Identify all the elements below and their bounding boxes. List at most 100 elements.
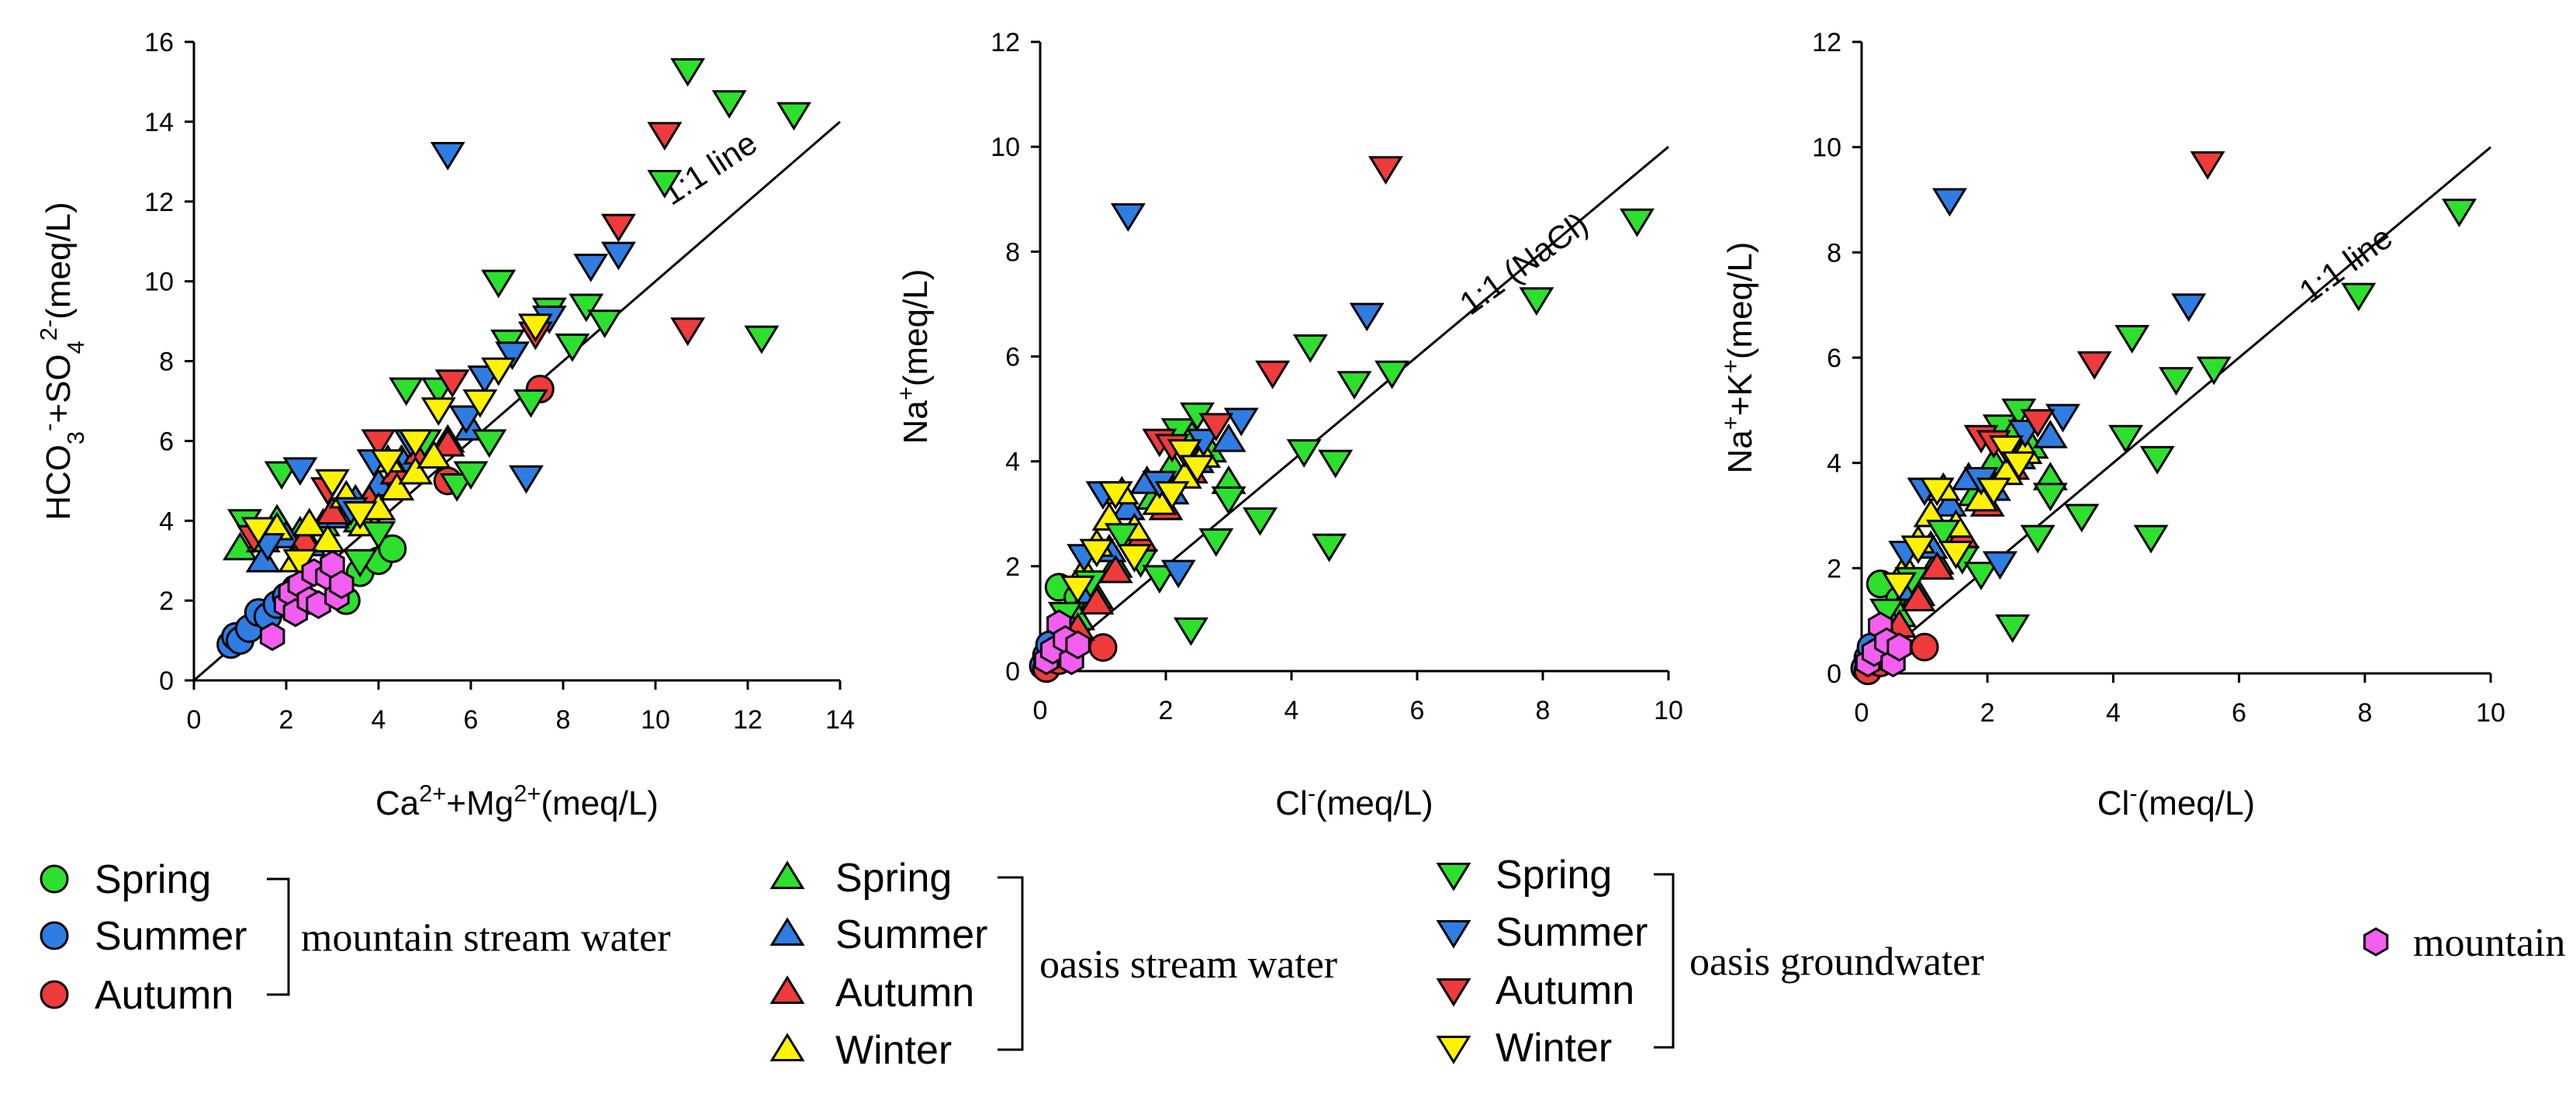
point-oasis-stream-water-winter: [310, 524, 345, 552]
x-tick-label: 6: [2232, 698, 2246, 728]
point-oasis-groundwater-spring: [1336, 371, 1372, 400]
axis-title-part: Cl: [1275, 784, 1308, 822]
point-oasis-groundwater-winter: [342, 501, 378, 530]
x-axis-title: Ca2++Mg2+(meq/L): [375, 780, 659, 823]
axis-title-part: -: [1308, 780, 1316, 807]
x-tick-label: 4: [2106, 698, 2121, 728]
point-oasis-groundwater-autumn: [647, 122, 683, 151]
point-oasis-stream-water-summer: [2032, 420, 2068, 448]
legend-label-spring: Spring: [95, 857, 211, 902]
x-tick-label: 2: [1159, 696, 1174, 725]
point-oasis-groundwater-autumn: [1255, 360, 1291, 389]
y-axis-title: Na+(meq/L): [892, 269, 935, 445]
reference-line-label: 1:1 line: [2292, 219, 2398, 310]
legend-marker-spring: [1436, 863, 1471, 891]
point-oasis-groundwater-spring: [1869, 598, 1904, 628]
point-oasis-groundwater-spring: [1925, 519, 1961, 548]
point-oasis-groundwater-spring: [2133, 524, 2169, 554]
point-oasis-stream-water-autumn: [430, 427, 465, 457]
x-tick-label: 8: [1536, 696, 1551, 725]
point-oasis-groundwater-spring: [439, 473, 475, 502]
point-oasis-groundwater-winter: [517, 313, 553, 342]
legend-marker-autumn: [769, 975, 805, 1004]
point-oasis-stream-water-winter: [398, 455, 434, 485]
y-tick-label: 8: [159, 348, 174, 377]
axis-title-part: 2+: [513, 780, 541, 807]
chart-panel-1: 0 2 4 6 8 10 12 140246810121416Ca2++Mg2+(meq/L)…: [35, 28, 855, 822]
point-oasis-groundwater-spring: [1620, 208, 1655, 237]
point-oasis-groundwater-summer: [1932, 188, 1967, 217]
point-oasis-groundwater-autumn: [2020, 409, 2056, 438]
point-oasis-groundwater-spring: [472, 429, 507, 459]
axis-title-part: -: [35, 424, 62, 431]
point-oasis-groundwater-spring: [711, 90, 747, 119]
point-oasis-groundwater-spring: [513, 389, 548, 418]
x-tick-label: 12: [733, 705, 762, 735]
y-tick-label: 6: [1827, 344, 1841, 373]
point-oasis-groundwater-autumn: [670, 317, 706, 347]
x-tick-label: 14: [825, 705, 855, 735]
point-oasis-stream-water-autumn: [1900, 583, 1936, 611]
point-oasis-groundwater-spring: [2032, 483, 2068, 512]
point-oasis-groundwater-spring: [1318, 449, 1354, 479]
legend-group-oasis-stream-water: Spring Summer Autumn Winter oasis stream wat…: [769, 856, 1337, 1073]
x-tick-label: 8: [556, 705, 571, 735]
point-oasis-stream-water-summer: [245, 543, 281, 573]
legend-marker-mountain-groundwater: [2363, 927, 2389, 957]
y-tick-label: 12: [991, 28, 1020, 57]
y-tick-label: 4: [1827, 449, 1841, 479]
point-oasis-groundwater-spring: [1198, 528, 1234, 557]
point-oasis-groundwater-spring: [1142, 565, 1177, 594]
point-oasis-groundwater-spring: [1211, 486, 1247, 515]
axis-title-part: +K: [1721, 373, 1759, 416]
x-tick-label: 10: [2476, 698, 2505, 728]
x-axis-title: Cl-(meq/L): [2097, 780, 2255, 823]
point-oasis-stream-water-autumn: [1098, 554, 1133, 583]
legend-label-autumn: Autumn: [835, 971, 974, 1016]
legend-label-autumn: Autumn: [1495, 968, 1634, 1013]
point-oasis-groundwater-summer: [2045, 403, 2080, 433]
legend-marker-spring: [40, 864, 69, 894]
point-oasis-groundwater-autumn: [1198, 413, 1234, 442]
y-tick-label: 6: [159, 427, 174, 456]
point-mountain-groundwater: [259, 621, 285, 652]
point-oasis-groundwater-winter: [1117, 544, 1152, 573]
point-oasis-groundwater-spring: [1104, 523, 1139, 552]
x-axis-title: Cl-(meq/L): [1275, 780, 1433, 823]
y-tick-label: 12: [144, 188, 174, 217]
axis-title-part: 2+: [419, 780, 446, 807]
y-axis-title: Na++K+(meq/L): [1717, 242, 1760, 474]
chart-panels: 0 2 4 6 8 10 12 140246810121416Ca2++Mg2+(meq/L)…: [35, 28, 2505, 822]
point-oasis-groundwater-autumn: [600, 213, 636, 243]
point-oasis-groundwater-summer: [495, 341, 530, 370]
legend-group-label: oasis stream water: [1039, 943, 1337, 987]
point-oasis-groundwater-spring: [555, 333, 590, 362]
point-oasis-groundwater-spring: [1286, 439, 1322, 468]
y-tick-label: 6: [1005, 343, 1020, 372]
point-oasis-groundwater-summer: [1982, 551, 2018, 580]
point-oasis-stream-water-autumn: [315, 496, 350, 524]
point-oasis-groundwater-spring: [264, 461, 299, 490]
y-tick-label: 0: [1827, 659, 1841, 689]
axis-title-part: +: [1717, 416, 1744, 430]
point-oasis-groundwater-summer: [1349, 303, 1385, 332]
point-oasis-groundwater-spring: [1243, 507, 1278, 536]
axis-title-part: -: [2129, 780, 2137, 807]
point-oasis-groundwater-spring: [389, 377, 424, 407]
point-oasis-groundwater-autumn: [361, 429, 396, 459]
point-oasis-groundwater-spring: [1519, 287, 1554, 316]
point-mountain-groundwater: [329, 569, 354, 600]
point-oasis-groundwater-winter: [1098, 481, 1133, 510]
legend-bracket: [998, 876, 1024, 1051]
point-oasis-groundwater-spring: [744, 325, 780, 355]
legend-marker-winter: [1436, 1036, 1471, 1064]
point-oasis-stream-water-winter: [379, 472, 415, 501]
legend-group-oasis-groundwater: Spring Summer Autumn Winter oasis groundwate…: [1436, 853, 1984, 1071]
point-oasis-groundwater-summer: [1160, 559, 1196, 589]
x-tick-label: 6: [464, 705, 479, 735]
point-mountain-stream-water-autumn: [1910, 632, 1939, 662]
y-tick-label: 8: [1005, 237, 1020, 267]
point-oasis-groundwater-winter: [315, 469, 350, 498]
point-oasis-groundwater-spring: [2159, 367, 2194, 396]
axis-title-part: (meq/L): [1721, 242, 1759, 360]
